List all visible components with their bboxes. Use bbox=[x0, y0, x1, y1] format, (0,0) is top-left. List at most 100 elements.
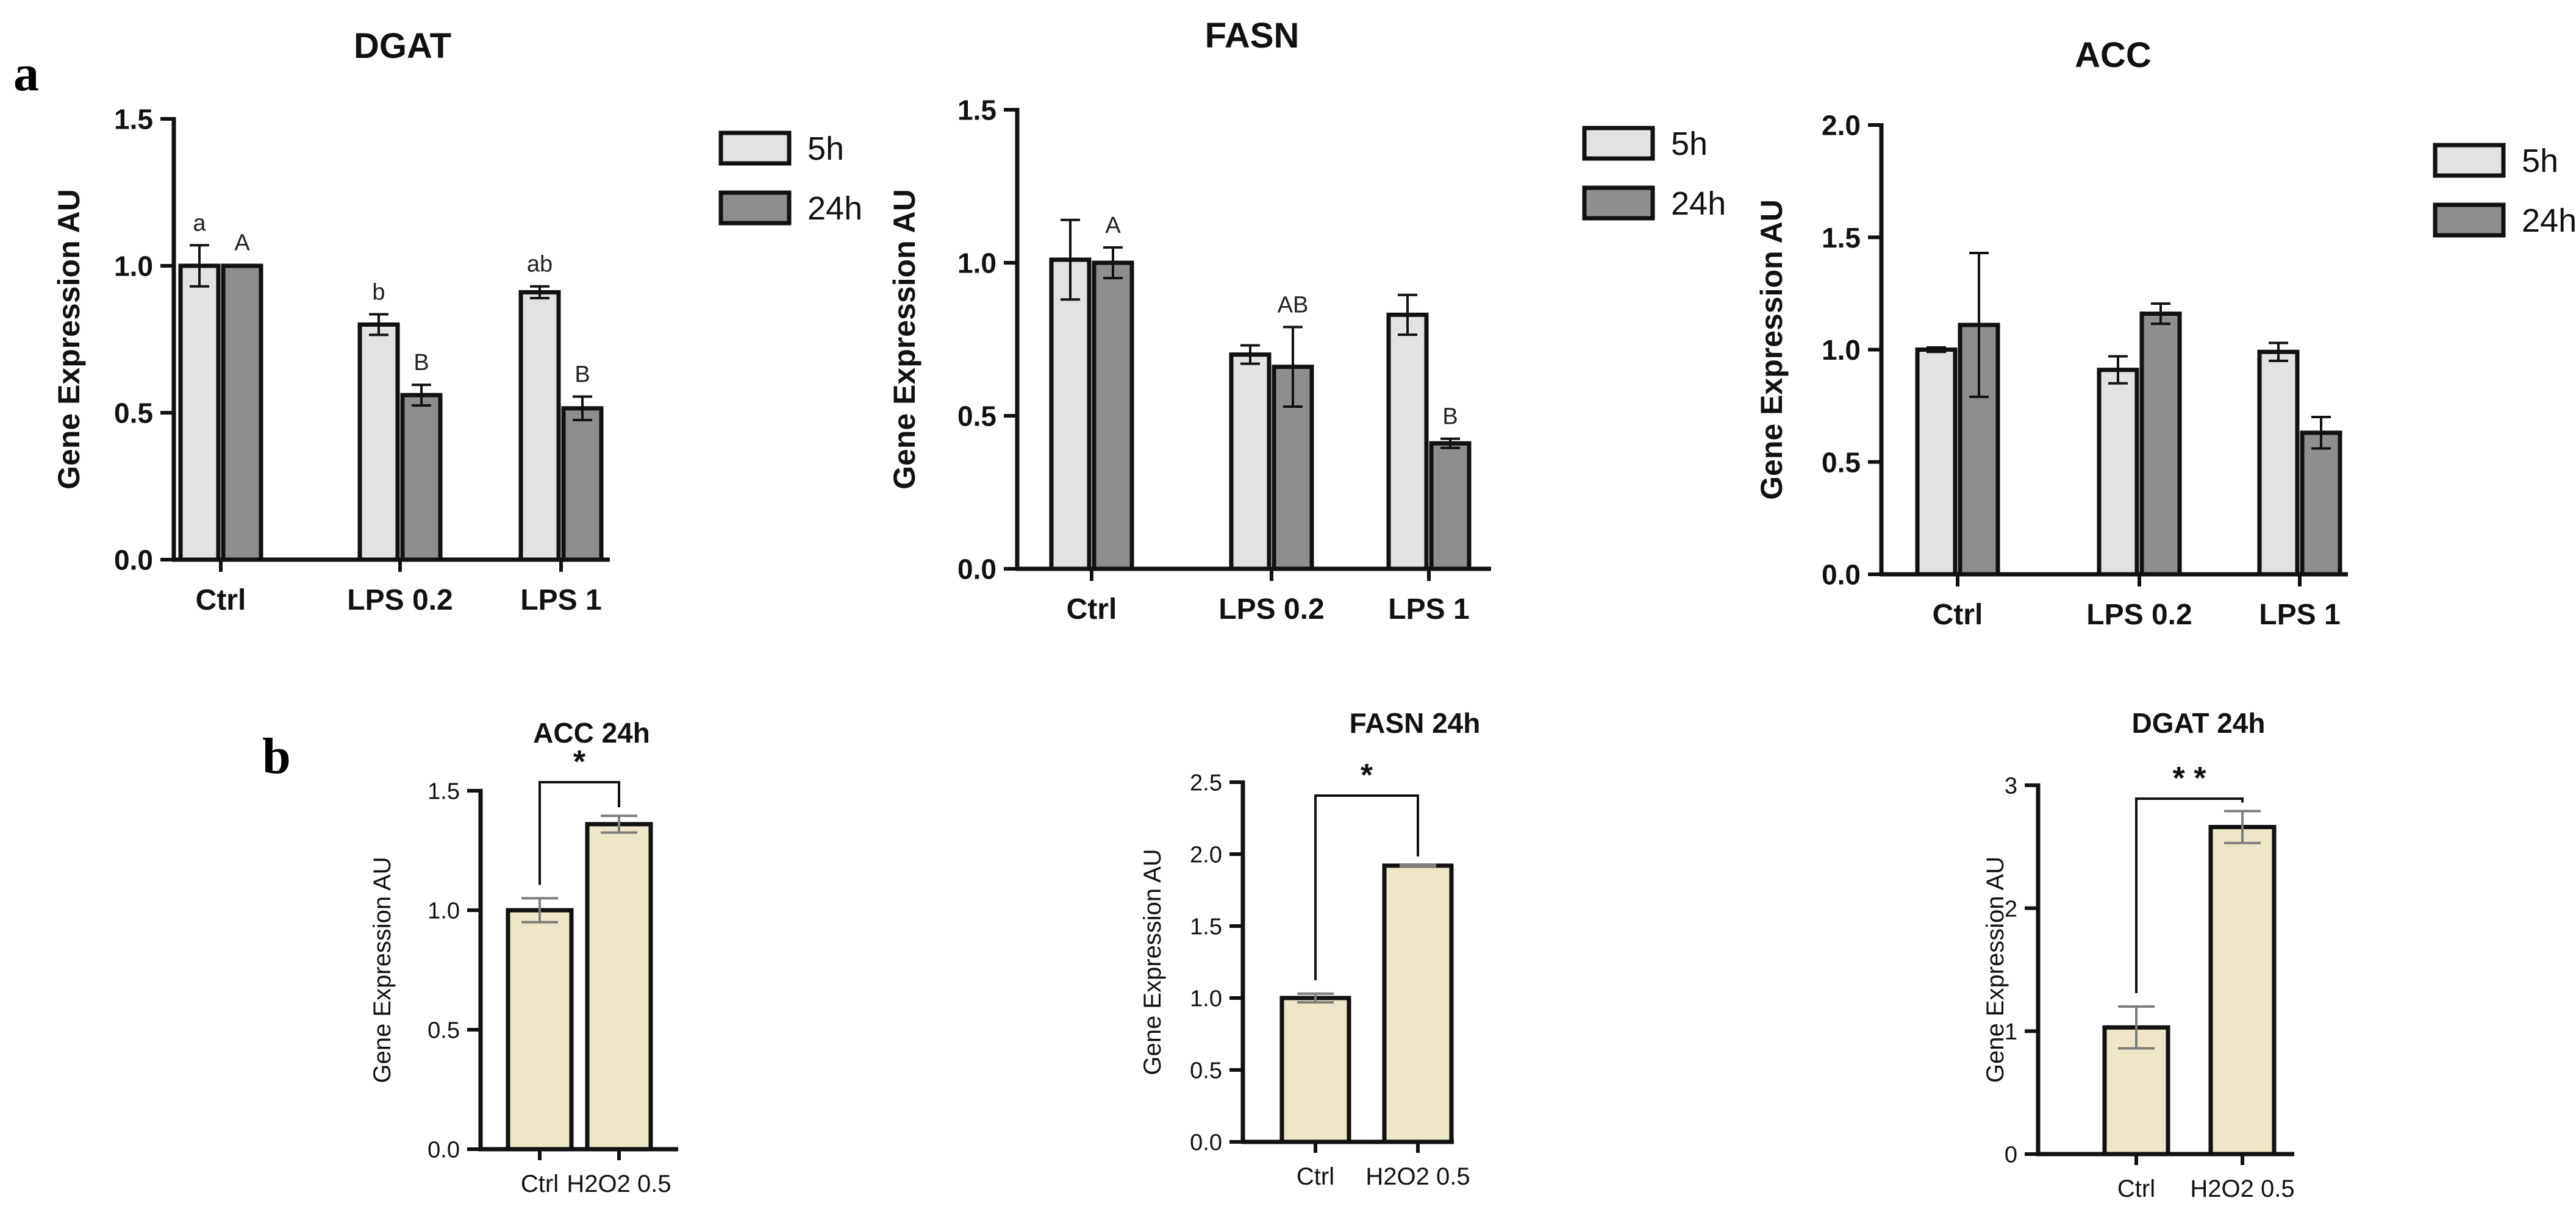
bar-5h-lps-0-2 bbox=[1229, 352, 1272, 571]
bar-24h-ctrl bbox=[221, 263, 263, 562]
y-tick-label: 1.0 bbox=[1822, 334, 1861, 366]
bar-24h-lps-1 bbox=[2300, 430, 2342, 577]
chart-title: FASN bbox=[1205, 16, 1300, 55]
panel-label-a: a bbox=[13, 45, 39, 102]
x-tick-label: Ctrl bbox=[1067, 593, 1117, 626]
x-tick-label: Ctrl bbox=[1297, 1163, 1334, 1190]
bar-24h-lps-1 bbox=[1429, 441, 1472, 571]
chart-fasn: FASN Gene Expression AU 0.0 0.5 1.0 1.5 Ctrl A L… bbox=[887, 16, 1726, 626]
chart-title: ACC 24h bbox=[533, 717, 650, 749]
bar-h2o2-0-5 bbox=[1382, 863, 1454, 1144]
x-tick-label: Ctrl bbox=[196, 584, 246, 616]
x-tick-label: LPS 0.2 bbox=[347, 584, 453, 616]
x-tick-label: LPS 1 bbox=[520, 584, 601, 616]
bar-5h-ctrl bbox=[1915, 348, 1958, 577]
bar-5h-lps-0-2 bbox=[2097, 368, 2139, 577]
y-tick-label: 1.5 bbox=[957, 94, 996, 126]
legend-swatch-5h bbox=[2433, 143, 2506, 178]
y-axis-label: Gene Expression AU bbox=[1982, 857, 2009, 1083]
y-tick-label: 1.0 bbox=[1190, 986, 1222, 1012]
bar-24h-lps-0-2 bbox=[2139, 312, 2182, 577]
legend-swatch-24h bbox=[1582, 185, 1655, 221]
bracket-line bbox=[1314, 794, 1419, 980]
y-axis-label: Gene Expression AU bbox=[369, 857, 396, 1083]
bar-24h-ctrl bbox=[1092, 260, 1134, 571]
panel-label-b: b bbox=[262, 728, 291, 785]
x-tick-label: H2O2 0.5 bbox=[1365, 1163, 1470, 1190]
bar-24h-lps-1 bbox=[561, 406, 604, 562]
bar-5h-lps-1 bbox=[1386, 312, 1429, 571]
legend-swatch-24h bbox=[2433, 202, 2506, 238]
bar-5h-ctrl bbox=[178, 263, 221, 562]
y-axis-label: Gene Expression AU bbox=[52, 189, 86, 490]
significance-marker: * bbox=[573, 744, 586, 780]
x-tick-label: LPS 1 bbox=[1388, 593, 1469, 626]
bar-5h-ctrl bbox=[1049, 257, 1092, 571]
y-tick-label: 0.5 bbox=[1822, 446, 1861, 478]
legend-swatch-5h bbox=[1582, 126, 1655, 161]
y-tick-label: 0.5 bbox=[114, 397, 153, 429]
y-tick-label: 1 bbox=[2005, 1019, 2017, 1045]
significance-marker: * bbox=[1361, 758, 1373, 793]
significance-letter: B bbox=[1442, 404, 1458, 430]
y-tick-label: 2 bbox=[2005, 896, 2017, 922]
y-tick-label: 0.5 bbox=[957, 401, 996, 432]
bar-h2o2-0-5 bbox=[585, 822, 653, 1152]
y-axis-label: Gene Expression AU bbox=[887, 189, 921, 490]
legend-label-5h: 5h bbox=[1671, 126, 1708, 162]
y-tick-label: 3 bbox=[2005, 774, 2017, 799]
bar-ctrl bbox=[1279, 996, 1351, 1144]
bar-ctrl bbox=[506, 908, 574, 1152]
y-tick-label: 0.0 bbox=[114, 544, 153, 576]
significance-marker: * * bbox=[2173, 761, 2207, 796]
significance-letter: ab bbox=[527, 252, 553, 277]
chart-fasn-24h: FASN 24h Gene Expression AU 0.0 0.5 1.0 1.5 2.… bbox=[1139, 707, 1480, 1190]
chart-acc-24h: ACC 24h Gene Expression AU 0.0 0.5 1.0 1.5 Ctr… bbox=[369, 717, 678, 1197]
legend: 5h 24h bbox=[718, 130, 862, 227]
significance-letter: b bbox=[372, 280, 385, 305]
legend: 5h 24h bbox=[2433, 143, 2576, 239]
bar-5h-lps-1 bbox=[2257, 349, 2300, 577]
x-tick-label: H2O2 0.5 bbox=[2190, 1175, 2294, 1202]
chart-title: ACC bbox=[2075, 35, 2152, 75]
x-tick-label: Ctrl bbox=[521, 1171, 559, 1197]
y-tick-label: 2.0 bbox=[1190, 843, 1222, 868]
y-tick-label: 1.5 bbox=[1190, 914, 1222, 940]
legend-label-24h: 24h bbox=[807, 190, 862, 227]
bar-h2o2-0-5 bbox=[2208, 825, 2277, 1157]
significance-letter: A bbox=[234, 230, 250, 256]
y-tick-label: 0.0 bbox=[1822, 559, 1861, 591]
bracket-line bbox=[2135, 797, 2244, 993]
significance-bracket: * * bbox=[2135, 761, 2244, 993]
chart-acc: ACC Gene Expression AU 0.0 0.5 1.0 1.5 2.0 Ctrl… bbox=[1755, 35, 2576, 631]
bar-24h-lps-0-2 bbox=[400, 393, 443, 562]
x-tick-label: H2O2 0.5 bbox=[567, 1171, 671, 1197]
y-tick-label: 0.0 bbox=[957, 554, 996, 585]
legend-swatch-24h bbox=[718, 190, 792, 226]
y-axis-label: Gene Expression AU bbox=[1755, 199, 1789, 500]
bar-5h-lps-0-2 bbox=[357, 322, 400, 562]
legend-swatch-5h bbox=[718, 130, 792, 166]
chart-title: DGAT bbox=[354, 26, 451, 66]
significance-letter: A bbox=[1105, 213, 1121, 238]
y-tick-label: 0.5 bbox=[1190, 1058, 1222, 1084]
legend: 5h 24h bbox=[1582, 126, 1726, 222]
y-tick-label: 1.5 bbox=[114, 104, 153, 135]
y-tick-label: 1.5 bbox=[428, 779, 460, 805]
bracket-line bbox=[538, 781, 620, 885]
y-tick-label: 2.0 bbox=[1822, 110, 1861, 141]
x-tick-label: LPS 1 bbox=[2259, 599, 2340, 631]
significance-letter: B bbox=[413, 350, 429, 376]
significance-letter: AB bbox=[1278, 292, 1309, 318]
y-axis-label: Gene Expression AU bbox=[1139, 849, 1166, 1075]
y-tick-label: 0 bbox=[2005, 1142, 2017, 1168]
chart-dgat: DGAT Gene Expression AU 0.0 0.5 1.0 1.5 Ctrl a A… bbox=[52, 26, 862, 616]
y-tick-label: 2.5 bbox=[1190, 771, 1222, 796]
significance-bracket: * bbox=[1314, 758, 1419, 980]
x-tick-label: Ctrl bbox=[2117, 1175, 2155, 1202]
chart-title: FASN 24h bbox=[1350, 707, 1481, 739]
significance-bracket: * bbox=[538, 744, 620, 885]
y-tick-label: 0.0 bbox=[428, 1138, 460, 1163]
y-tick-label: 1.0 bbox=[957, 248, 996, 279]
y-tick-label: 1.5 bbox=[1822, 222, 1861, 254]
